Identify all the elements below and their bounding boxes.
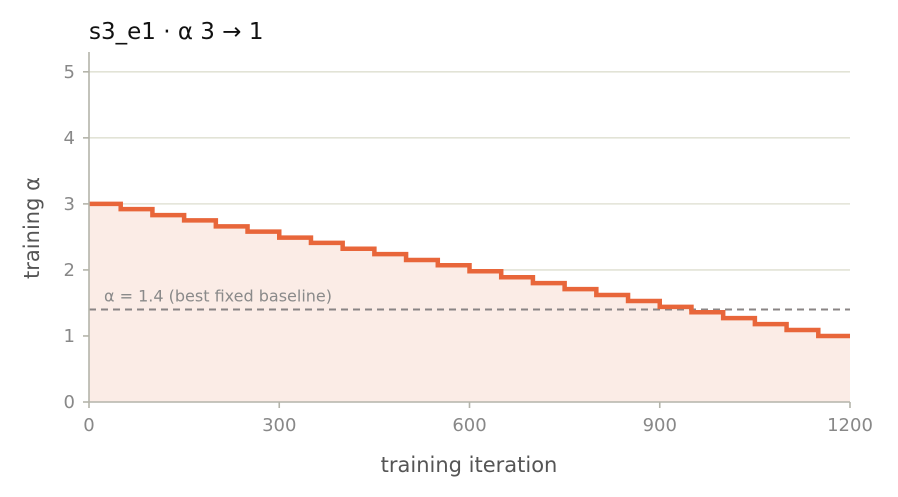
y-tick-label: 0: [64, 392, 75, 413]
y-axis-label: training α: [20, 177, 44, 279]
y-tick-label: 3: [64, 194, 75, 215]
series-line: [89, 201, 850, 339]
tick-layer: 0 1 2 3 4 5 0 300 600 900 1200: [64, 62, 873, 436]
x-axis-label: training iteration: [381, 453, 558, 477]
y-tick-label: 5: [64, 62, 75, 83]
x-tick-label: 0: [83, 415, 94, 436]
x-tick-label: 600: [452, 415, 486, 436]
y-tick-label: 2: [64, 260, 75, 281]
baseline-label: α = 1.4 (best fixed baseline): [104, 287, 332, 306]
y-tick-label: 1: [64, 326, 75, 347]
y-tick-label: 4: [64, 128, 75, 149]
x-tick-label: 300: [262, 415, 296, 436]
chart-title: s3_e1 · α 3 → 1: [89, 19, 263, 45]
x-tick-label: 900: [643, 415, 677, 436]
area-fill: [89, 203, 850, 402]
x-tick-label: 1200: [827, 415, 873, 436]
